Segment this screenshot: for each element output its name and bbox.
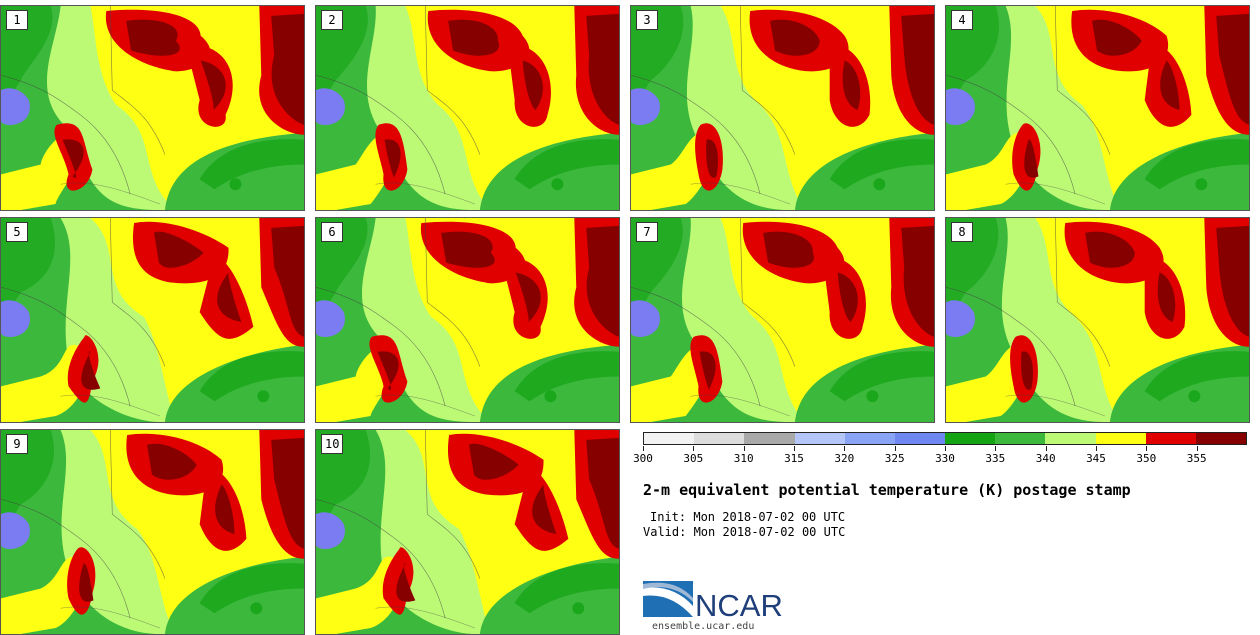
theta-e-field-map xyxy=(631,6,934,210)
ensemble-member-map: 7 xyxy=(630,217,935,423)
legend-tick-mark xyxy=(995,446,997,451)
legend-swatch xyxy=(1195,433,1247,444)
member-number-label: 6 xyxy=(321,222,343,242)
legend-swatch xyxy=(1045,433,1096,444)
legend-tick-label: 305 xyxy=(683,452,704,465)
legend-swatch xyxy=(995,433,1046,444)
valid-time: Valid: Mon 2018-07-02 00 UTC xyxy=(643,525,846,539)
legend-tick-label: 355 xyxy=(1186,452,1207,465)
ensemble-member-map: 6 xyxy=(315,217,620,423)
theta-e-field-map xyxy=(946,6,1249,210)
legend-tick-label: 340 xyxy=(1035,452,1056,465)
legend-tick-label: 330 xyxy=(935,452,955,465)
theta-e-field-map xyxy=(316,430,619,634)
legend-swatch xyxy=(844,433,895,444)
ensemble-member-map: 9 xyxy=(0,429,305,635)
init-time: Init: Mon 2018-07-02 00 UTC xyxy=(650,510,846,524)
ncar-logo: NCAR xyxy=(643,581,783,622)
legend-tick-label: 335 xyxy=(985,452,1006,465)
legend-tick-mark xyxy=(794,446,795,451)
theta-e-field-map xyxy=(1,218,304,422)
legend-swatch xyxy=(694,433,745,444)
member-number-label: 5 xyxy=(6,222,28,242)
legend-swatch xyxy=(1145,433,1196,444)
legend-tick-mark xyxy=(693,446,695,451)
theta-e-field-map xyxy=(631,218,934,422)
legend-tick-label: 320 xyxy=(834,452,855,465)
theta-e-field-map xyxy=(1,430,304,634)
legend-tick-mark xyxy=(894,446,896,451)
logo-url: ensemble.ucar.edu xyxy=(652,621,755,632)
member-number-label: 4 xyxy=(951,10,973,30)
ensemble-member-map: 10 xyxy=(315,429,620,635)
legend-tick-mark xyxy=(945,446,946,451)
ensemble-member-map: 2 xyxy=(315,5,620,211)
legend-tick-mark xyxy=(743,446,745,451)
theta-e-field-map xyxy=(316,218,619,422)
legend-tick-label: 300 xyxy=(633,452,653,465)
member-number-label: 8 xyxy=(951,222,973,242)
legend-tick-mark xyxy=(643,446,644,451)
legend-swatch xyxy=(945,433,996,444)
ensemble-member-map: 4 xyxy=(945,5,1250,211)
theta-e-field-map xyxy=(316,6,619,210)
legend-tick-mark xyxy=(1196,446,1198,451)
ensemble-member-map: 8 xyxy=(945,217,1250,423)
legend-tick-mark xyxy=(1096,446,1097,451)
legend-tick-mark xyxy=(1045,446,1047,451)
legend-tick-mark xyxy=(1146,446,1148,451)
legend-tick-label: 345 xyxy=(1086,452,1106,465)
legend-tick-label: 310 xyxy=(733,452,754,465)
legend-swatch xyxy=(744,433,795,444)
member-number-label: 7 xyxy=(636,222,658,242)
legend-tick-label: 315 xyxy=(784,452,804,465)
ensemble-member-map: 1 xyxy=(0,5,305,211)
svg-text:NCAR: NCAR xyxy=(695,588,783,622)
legend-tick-label: 350 xyxy=(1136,452,1157,465)
page-title: 2-m equivalent potential temperature (K)… xyxy=(643,481,1131,499)
color-legend-bar xyxy=(643,432,1247,445)
theta-e-field-map xyxy=(1,6,304,210)
legend-swatch xyxy=(644,433,695,444)
legend-swatch xyxy=(894,433,946,444)
ensemble-member-map: 3 xyxy=(630,5,935,211)
legend-tick-label: 325 xyxy=(884,452,905,465)
ensemble-member-map: 5 xyxy=(0,217,305,423)
legend-tick-mark xyxy=(844,446,846,451)
color-legend-ticks: 300 305 310 315 320 325 330 335 340 345 350 355 xyxy=(633,446,1247,468)
legend-swatch xyxy=(794,433,845,444)
member-number-label: 10 xyxy=(321,434,344,454)
legend-swatch xyxy=(1095,433,1146,444)
member-number-label: 2 xyxy=(321,10,343,30)
member-number-label: 3 xyxy=(636,10,658,30)
member-number-label: 1 xyxy=(6,10,28,30)
theta-e-field-map xyxy=(946,218,1249,422)
member-number-label: 9 xyxy=(6,434,28,454)
